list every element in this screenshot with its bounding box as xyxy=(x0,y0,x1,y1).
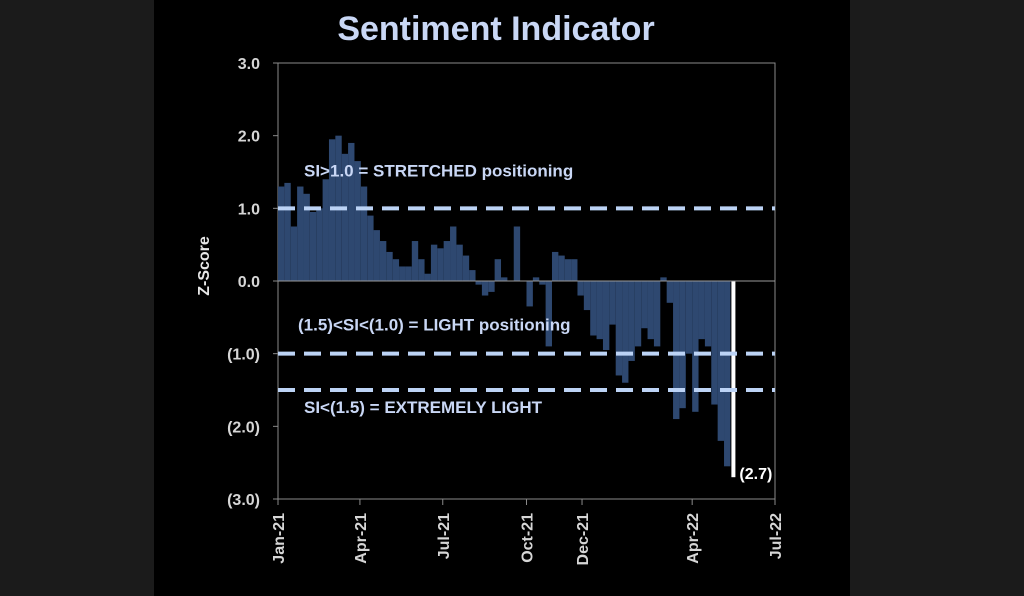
bar xyxy=(602,281,610,351)
bar xyxy=(634,281,642,347)
bar xyxy=(551,251,559,281)
y-axis-ticks: 3.0 2.0 1.0 0.0 (1.0) (2.0) (3.0) xyxy=(227,56,278,509)
bar xyxy=(316,208,323,281)
bar xyxy=(685,281,693,354)
bar xyxy=(704,281,712,347)
bar xyxy=(284,182,291,281)
y-tick-label: (2.0) xyxy=(227,419,260,436)
bars-group xyxy=(278,135,736,478)
bar xyxy=(430,244,438,281)
bar xyxy=(481,281,489,296)
bar xyxy=(392,259,400,281)
bar xyxy=(628,281,635,361)
bar xyxy=(666,281,674,303)
bar xyxy=(303,193,310,281)
bar xyxy=(348,142,355,281)
x-axis-ticks: Jan-21 Apr-21 Jul-21 Oct-21 Dec-21 Apr-22 Jul-… xyxy=(271,499,785,565)
bar xyxy=(596,281,603,340)
bar xyxy=(405,266,412,281)
bar xyxy=(373,230,380,281)
bar xyxy=(660,277,667,281)
bar xyxy=(488,281,495,292)
bar xyxy=(424,273,431,281)
bar xyxy=(590,281,597,336)
x-tick-label: Dec-21 xyxy=(575,513,592,566)
bar xyxy=(379,241,387,281)
threshold-annotation: SI<(1.5) = EXTREMELY LIGHT xyxy=(304,398,543,417)
last-value-label: (2.7) xyxy=(739,466,772,483)
threshold-annotation: (1.5)<SI<(1.0) = LIGHT positioning xyxy=(298,316,571,335)
bar xyxy=(679,281,686,409)
bar xyxy=(437,248,444,281)
bar xyxy=(475,281,482,285)
y-tick-label: 2.0 xyxy=(238,129,260,146)
bar xyxy=(367,215,374,281)
y-tick-label: (1.0) xyxy=(227,347,260,364)
bar xyxy=(418,259,425,281)
bar xyxy=(615,281,623,376)
bar xyxy=(653,281,661,347)
chart-title: Sentiment Indicator xyxy=(337,10,654,48)
bar xyxy=(450,226,457,281)
y-tick-label: (3.0) xyxy=(227,492,260,509)
bar xyxy=(622,281,629,383)
bar xyxy=(443,241,451,281)
x-tick-label: Jul-22 xyxy=(768,513,785,559)
bar xyxy=(558,255,565,281)
x-tick-label: Jul-21 xyxy=(436,513,453,559)
bar xyxy=(692,281,699,412)
bar xyxy=(698,281,705,340)
bar xyxy=(399,266,406,281)
bar xyxy=(545,281,552,347)
bar xyxy=(711,281,718,405)
bar xyxy=(322,179,329,281)
y-tick-label: 1.0 xyxy=(238,201,260,218)
bar xyxy=(494,259,502,281)
bar xyxy=(469,270,476,281)
bar xyxy=(290,226,298,281)
bar xyxy=(641,281,648,329)
bar xyxy=(462,255,470,281)
bar xyxy=(456,244,463,281)
bar xyxy=(386,251,393,281)
bar xyxy=(309,211,317,281)
bar xyxy=(354,161,361,281)
bar xyxy=(571,259,578,281)
x-tick-label: Oct-21 xyxy=(520,513,537,563)
bar xyxy=(583,281,591,311)
bar xyxy=(673,281,680,420)
bar xyxy=(532,277,540,281)
bar xyxy=(526,281,533,307)
bar xyxy=(411,241,419,281)
y-tick-label: 0.0 xyxy=(238,274,260,291)
bar xyxy=(609,281,616,325)
bar xyxy=(278,186,285,281)
y-axis-label: Z-Score xyxy=(196,236,213,296)
bar xyxy=(724,281,731,467)
threshold-lines xyxy=(278,206,775,392)
threshold-annotations: SI>1.0 = STRETCHED positioning (1.5)<SI<(… xyxy=(298,161,573,417)
bar xyxy=(564,259,572,281)
bar xyxy=(501,277,508,281)
x-tick-label: Jan-21 xyxy=(271,513,288,564)
bar xyxy=(539,281,546,285)
threshold-annotation: SI>1.0 = STRETCHED positioning xyxy=(304,161,573,180)
bar xyxy=(513,226,521,281)
y-tick-label: 3.0 xyxy=(238,56,260,73)
bar xyxy=(360,186,368,281)
latest-bar xyxy=(731,281,736,478)
bar xyxy=(577,281,584,296)
bar xyxy=(341,153,349,281)
x-tick-label: Apr-21 xyxy=(353,513,370,564)
bar xyxy=(647,281,654,340)
bar xyxy=(297,186,304,281)
bar xyxy=(717,281,725,441)
x-tick-label: Apr-22 xyxy=(685,513,702,564)
